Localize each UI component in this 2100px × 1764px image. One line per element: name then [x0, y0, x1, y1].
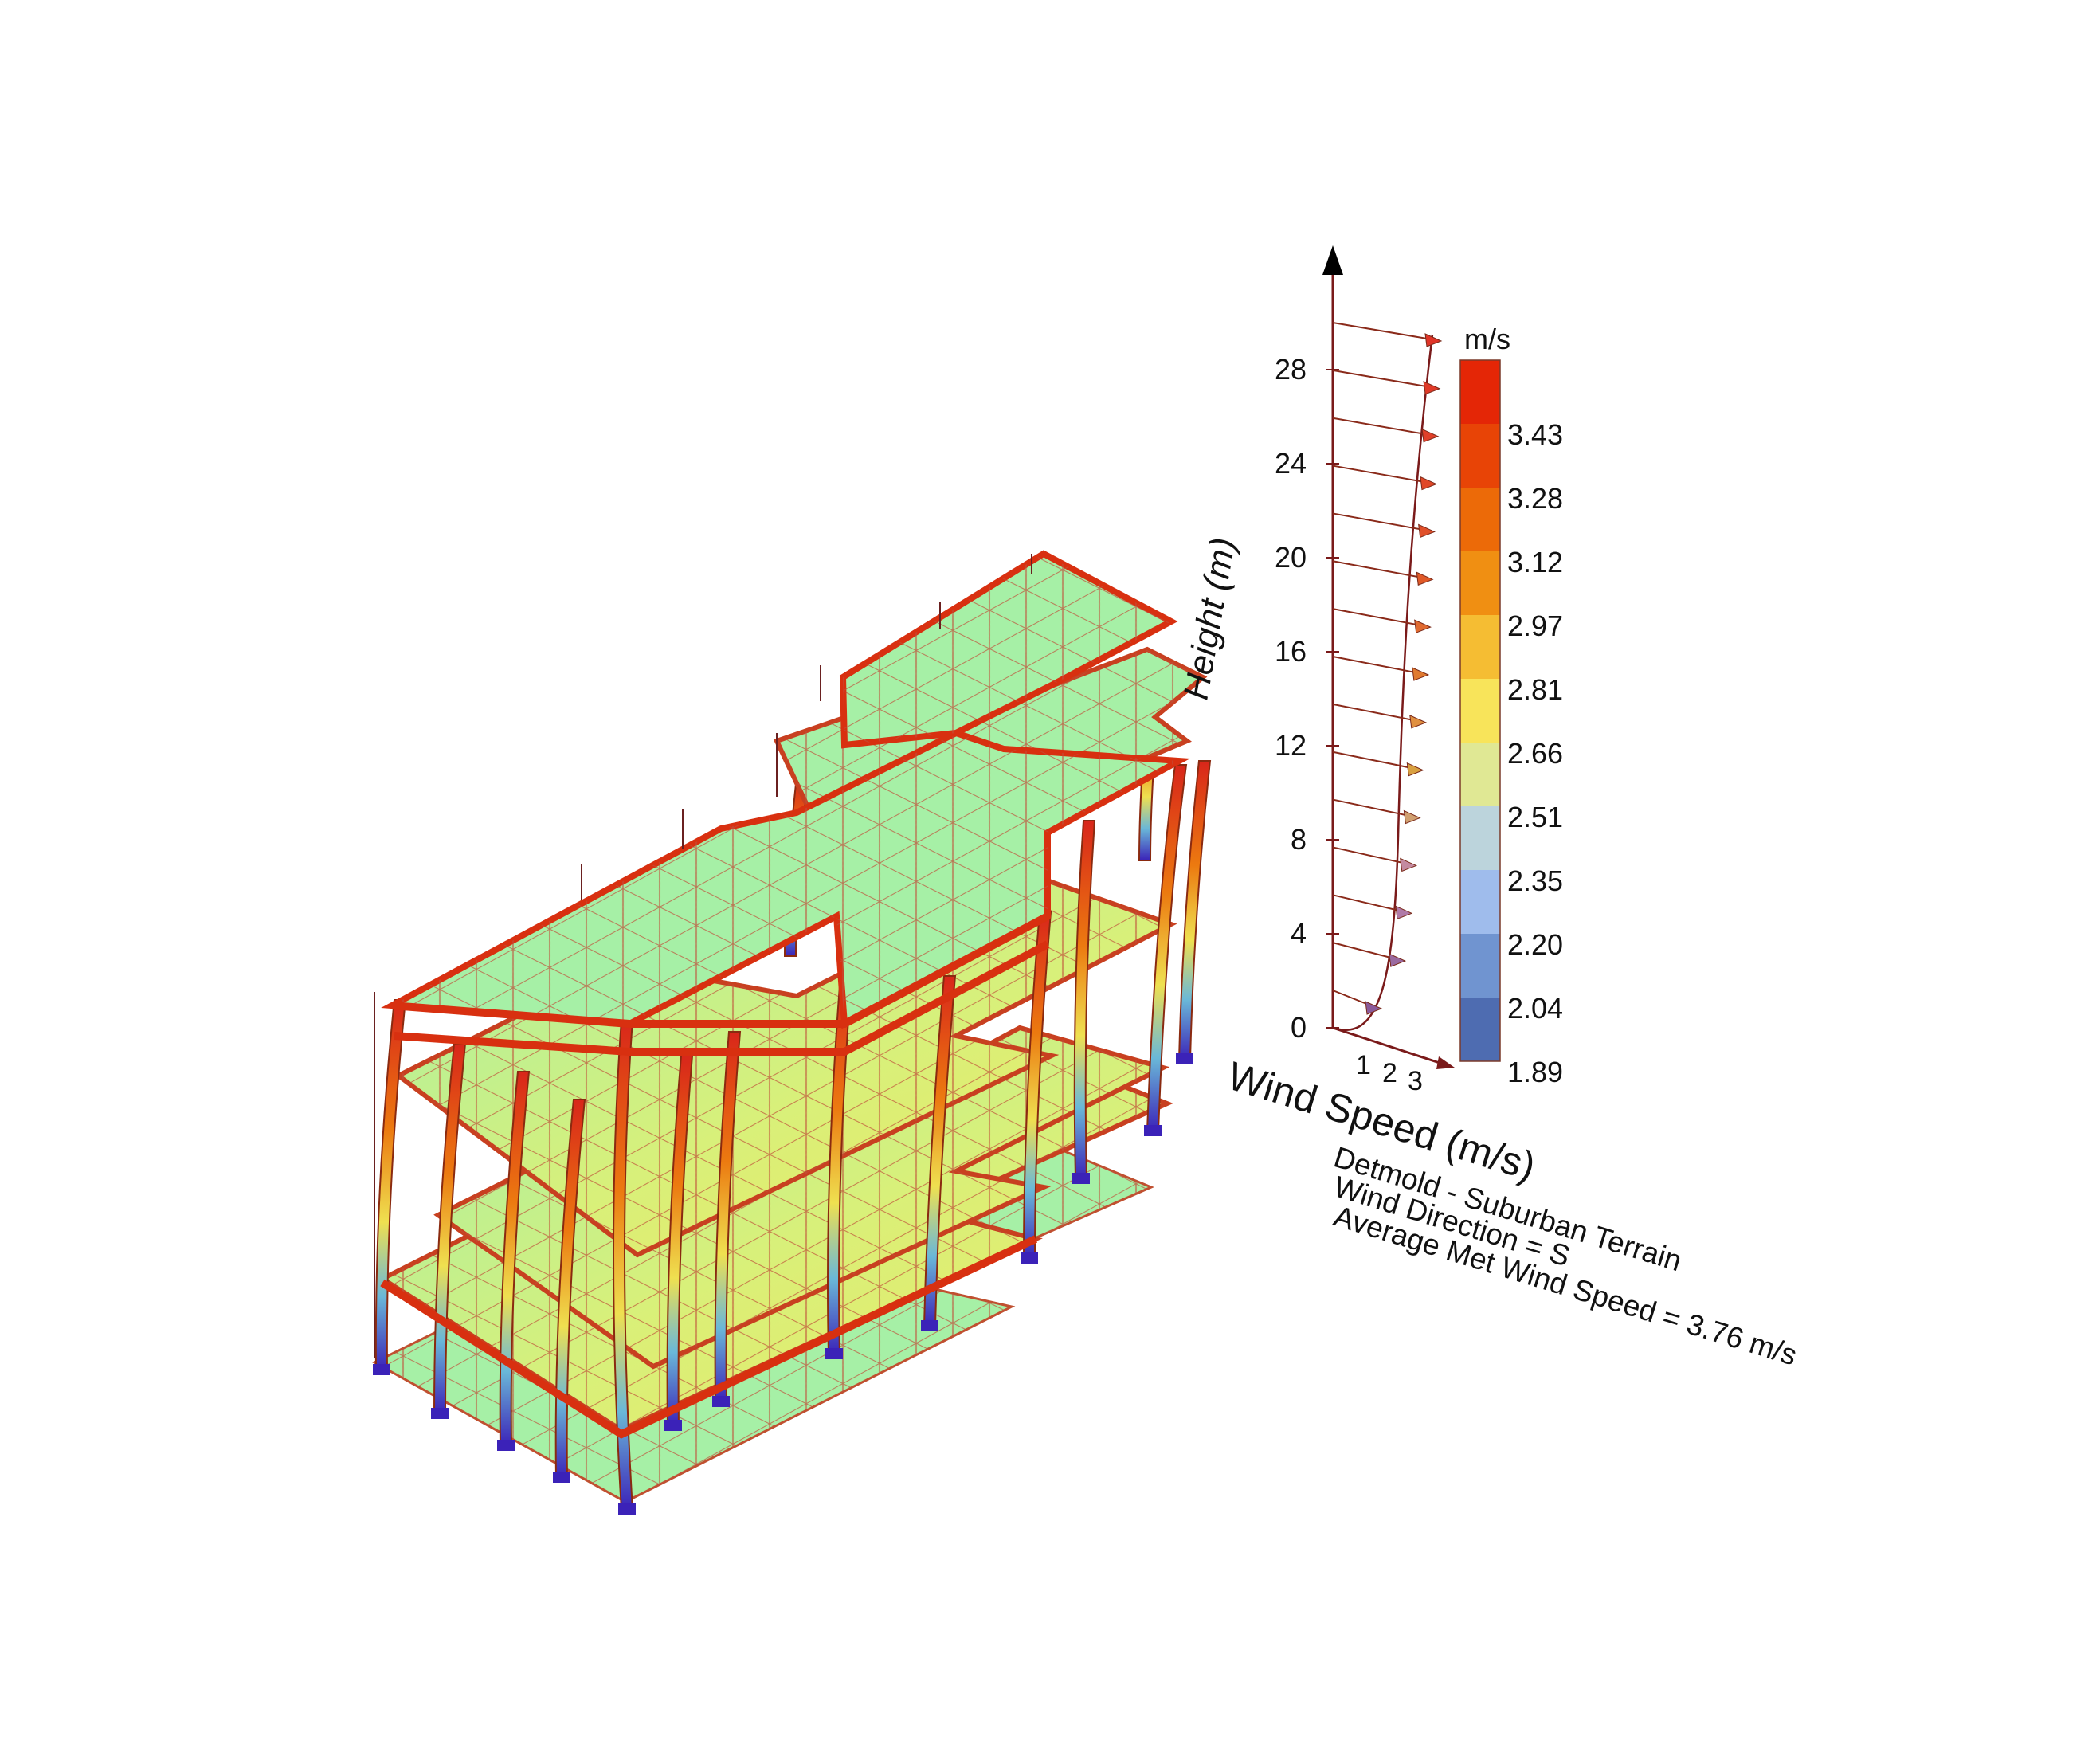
- legend-band: [1460, 998, 1500, 1061]
- wind-arrow-head-icon: [1403, 809, 1421, 825]
- legend-tick-label: 2.51: [1507, 801, 1563, 833]
- x-tick-label: 2: [1382, 1058, 1397, 1088]
- color-legend: m/s 3.43 3.28 3.12 2.97 2.81 2.66 2.51 2…: [1459, 323, 1563, 1088]
- wind-arrow-shaft: [1332, 608, 1426, 628]
- legend-band: [1460, 551, 1500, 615]
- legend-tick-label: 3.28: [1507, 482, 1563, 515]
- wind-arrow-shaft: [1332, 512, 1430, 532]
- wind-arrow-shaft: [1332, 942, 1401, 962]
- wind-arrow-head-icon: [1414, 619, 1432, 633]
- legend-border: [1459, 359, 1501, 1062]
- roof-main: [381, 729, 1190, 1029]
- wind-arrow-head-icon: [1412, 667, 1430, 681]
- legend-tick-label: 3.43: [1507, 418, 1563, 451]
- wind-arrow-head-icon: [1421, 428, 1440, 443]
- y-tick-label: 16: [1275, 635, 1307, 668]
- y-tick-label: 0: [1291, 1011, 1307, 1044]
- wind-arrow-shaft: [1332, 798, 1416, 818]
- columns: [374, 676, 1212, 1511]
- wind-arrow-shaft: [1332, 465, 1432, 484]
- legend-tick-label: 3.12: [1507, 546, 1563, 578]
- x-tick-label: 1: [1356, 1050, 1371, 1080]
- wind-arrow-shaft: [1332, 703, 1421, 723]
- wind-arrow-head-icon: [1409, 715, 1428, 729]
- y-tick-label: 24: [1275, 447, 1307, 480]
- legend-color-bar: [1459, 359, 1501, 1062]
- wind-arrow-head-icon: [1406, 762, 1424, 777]
- wind-arrow-head-icon: [1365, 1001, 1383, 1015]
- wind-arrow-head-icon: [1420, 476, 1438, 491]
- roof-rods: [374, 554, 1032, 1358]
- wind-arrow-shaft: [1332, 417, 1434, 437]
- legend-band: [1460, 360, 1500, 424]
- wind-arrow-head-icon: [1418, 523, 1436, 539]
- profile-x-axis: [1332, 1026, 1443, 1065]
- x-tick-label: 3: [1408, 1066, 1423, 1096]
- wind-arrow-shaft: [1332, 369, 1436, 389]
- legend-tick-label: 2.97: [1507, 610, 1563, 642]
- legend-tick-label: 2.20: [1507, 928, 1563, 961]
- legend-band: [1460, 488, 1500, 551]
- roof-rear: [839, 550, 1178, 749]
- wind-arrow-shaft: [1332, 846, 1412, 866]
- y-tick-label: 4: [1291, 917, 1307, 950]
- y-tick-label: 12: [1275, 729, 1307, 762]
- y-tick-label: 20: [1275, 541, 1307, 574]
- legend-tick-label: 2.81: [1507, 673, 1563, 706]
- legend-tick-label: 1.89: [1507, 1056, 1563, 1088]
- legend-band: [1460, 870, 1500, 934]
- legend-band: [1460, 934, 1500, 998]
- legend-band: [1460, 743, 1500, 806]
- legend-tick-label: 2.35: [1507, 864, 1563, 897]
- legend-band: [1460, 806, 1500, 870]
- roof-beams: [380, 912, 1050, 1439]
- wind-arrow-head-icon: [1424, 333, 1443, 347]
- legend-unit: m/s: [1464, 323, 1510, 355]
- wind-arrow-head-icon: [1389, 953, 1407, 967]
- wind-arrow-shaft: [1332, 894, 1408, 914]
- y-axis-title: Height (m): [1177, 535, 1244, 703]
- wind-arrow-head-icon: [1395, 905, 1413, 919]
- wind-profile-curve: [1332, 334, 1434, 1031]
- legend-tick-label: 2.04: [1507, 992, 1563, 1025]
- building-model: [371, 550, 1212, 1515]
- y-tick-label: 8: [1291, 823, 1307, 856]
- legend-band: [1460, 615, 1500, 679]
- legend-band: [1460, 424, 1500, 488]
- wind-arrow-shaft: [1332, 322, 1437, 341]
- x-axis-arrow-icon: [1436, 1056, 1455, 1069]
- wind-arrow-shaft: [1332, 560, 1428, 580]
- info-text: Detmold - Suburban Terrain Wind Directio…: [1330, 1140, 1801, 1371]
- y-tick-marks: [1326, 369, 1339, 1029]
- wind-arrows: [1332, 322, 1443, 1015]
- legend-tick-label: 2.66: [1507, 737, 1563, 770]
- wind-arrow-head-icon: [1423, 381, 1441, 395]
- column-bases: [373, 1053, 1193, 1515]
- wind-arrow-shaft: [1332, 656, 1424, 675]
- wind-arrow-shaft: [1332, 751, 1419, 770]
- y-tick-label: 28: [1275, 353, 1307, 386]
- wind-arrow-head-icon: [1416, 571, 1434, 586]
- y-axis-arrow-icon: [1322, 245, 1343, 275]
- legend-band: [1460, 679, 1500, 743]
- wind-arrow-head-icon: [1400, 857, 1418, 872]
